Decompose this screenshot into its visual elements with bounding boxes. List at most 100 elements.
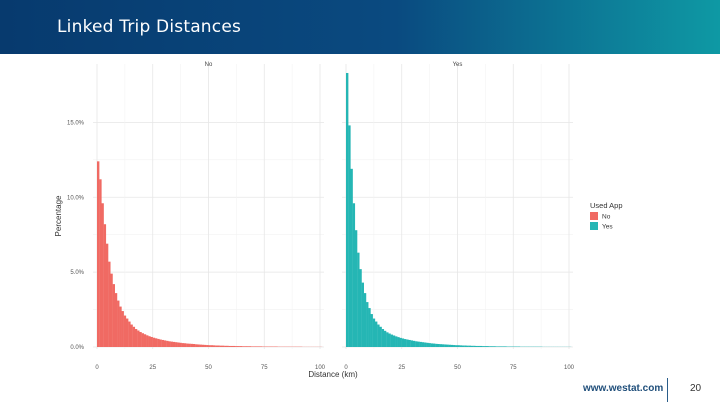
- histogram-bar: [141, 333, 144, 347]
- histogram-bar: [368, 308, 371, 347]
- histogram-bar: [105, 243, 109, 347]
- histogram-bar: [399, 337, 402, 347]
- histogram-bar: [146, 335, 149, 347]
- histogram-bar: [473, 345, 476, 347]
- histogram-bar: [406, 339, 409, 347]
- histogram-bar: [428, 343, 431, 347]
- histogram-bar: [157, 338, 160, 347]
- histogram-bar: [366, 302, 369, 347]
- histogram-bar: [168, 341, 171, 347]
- histogram-bar: [381, 329, 385, 347]
- histogram-bar: [468, 345, 472, 347]
- histogram-bar: [121, 311, 124, 347]
- histogram-bar: [504, 346, 507, 347]
- legend-swatch: [590, 222, 598, 230]
- histogram-bar: [195, 344, 198, 347]
- histogram-bar: [419, 341, 422, 347]
- histogram-bar: [446, 344, 449, 347]
- histogram-bar: [101, 203, 104, 347]
- histogram-bar: [134, 329, 138, 347]
- histogram-bar: [172, 341, 176, 347]
- histogram-bar: [437, 344, 440, 347]
- histogram-bar: [226, 345, 229, 347]
- slide-header: Linked Trip Distances: [0, 0, 720, 54]
- histogram-bar: [206, 345, 209, 347]
- histogram-bar: [212, 345, 216, 347]
- histogram-bar: [497, 346, 501, 347]
- y-axis-title: Percentage: [54, 195, 63, 236]
- histogram-bar: [388, 333, 391, 347]
- histogram-bar: [390, 334, 393, 347]
- histogram-bar: [114, 293, 118, 347]
- histogram-bar: [377, 324, 380, 347]
- histogram-bar: [175, 342, 178, 347]
- histogram-bar: [383, 330, 387, 347]
- histogram-bar: [348, 125, 351, 348]
- histogram-bar: [239, 346, 243, 347]
- histogram-bar: [117, 300, 120, 347]
- histogram-bar: [177, 342, 180, 347]
- histogram-bar: [370, 314, 373, 347]
- histogram-bar: [188, 343, 191, 347]
- histogram-bar: [361, 282, 364, 347]
- histogram-bar: [186, 343, 189, 347]
- histogram-bar: [110, 273, 113, 347]
- histogram-bar: [386, 332, 389, 347]
- histogram-bar: [97, 161, 100, 347]
- histogram-bar: [159, 339, 162, 347]
- histogram-bar: [435, 343, 438, 347]
- histogram-bar: [374, 321, 378, 347]
- histogram-bar: [181, 343, 185, 347]
- histogram-bar: [255, 346, 258, 347]
- histogram-bar: [363, 293, 367, 347]
- histogram-bar: [441, 344, 445, 347]
- histogram-bar: [352, 203, 356, 347]
- histogram-bar: [455, 345, 458, 347]
- histogram-bar: [464, 345, 467, 347]
- histogram-bar: [130, 324, 133, 347]
- legend-label: Yes: [602, 224, 613, 231]
- histogram-bar: [253, 346, 256, 347]
- histogram-bar: [183, 343, 187, 347]
- histogram-bar: [350, 168, 353, 347]
- histogram-bar: [192, 344, 196, 347]
- histogram-bar: [490, 346, 494, 347]
- histogram-bar: [470, 345, 474, 347]
- x-tick-label: 75: [510, 365, 517, 371]
- histogram-bar: [208, 345, 211, 347]
- histogram-bar: [461, 345, 465, 347]
- y-tick-label: 5.0%: [70, 270, 84, 276]
- histogram-bar: [217, 345, 220, 347]
- histogram-bar: [395, 336, 398, 347]
- facet-label: No: [205, 62, 213, 68]
- histogram-bar: [493, 346, 496, 347]
- histogram-bar: [415, 341, 418, 347]
- histogram-bar: [430, 343, 434, 347]
- histogram-bar: [346, 72, 349, 347]
- histogram-bar: [444, 344, 447, 347]
- histogram-bar: [354, 230, 358, 347]
- x-tick-label: 25: [398, 365, 405, 371]
- histogram-bar: [166, 340, 169, 347]
- histogram-bar: [475, 345, 478, 347]
- histogram-bar: [448, 344, 451, 347]
- histogram-bar: [154, 338, 158, 347]
- histogram-bar: [453, 345, 456, 347]
- facet-label: Yes: [453, 62, 463, 68]
- histogram-bar: [450, 344, 454, 347]
- histogram-bar: [237, 346, 240, 347]
- histogram-bar: [248, 346, 252, 347]
- x-axis-title: Distance (km): [308, 370, 358, 379]
- histogram-bar: [143, 334, 147, 347]
- x-tick-label: 100: [315, 365, 326, 371]
- histogram-bar: [421, 342, 425, 347]
- histogram-bar: [190, 343, 194, 347]
- histogram-bar: [148, 336, 151, 347]
- histogram-bar: [459, 345, 463, 347]
- histogram-bar: [99, 179, 102, 347]
- x-tick-label: 50: [454, 365, 461, 371]
- histogram-bar: [432, 343, 436, 347]
- histogram-bar: [392, 335, 396, 347]
- histogram-bar: [170, 341, 173, 347]
- histogram-bar: [479, 345, 483, 347]
